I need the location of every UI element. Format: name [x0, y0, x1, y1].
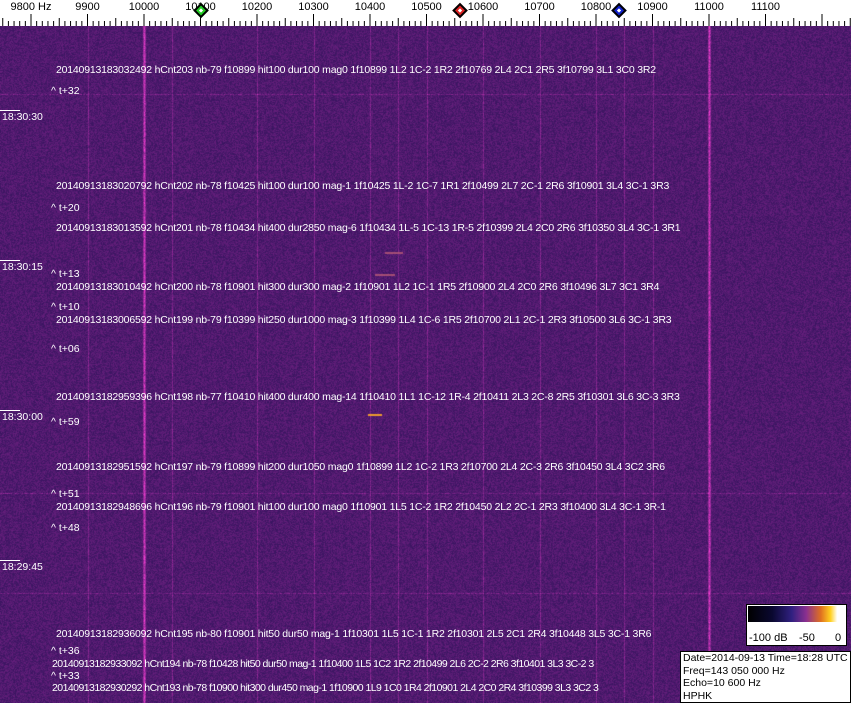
detection-log-line: 20140913182951592 hCnt197 nb-79 f10899 h… [56, 461, 665, 473]
detection-log-line: 20140913183013592 hCnt201 nb-78 f10434 h… [56, 222, 680, 234]
freq-label: 11100 [751, 1, 780, 13]
time-offset-label: ^ t+48 [51, 522, 80, 534]
info-box: Date=2014-09-13 Time=18:28 UTC Freq=143 … [680, 651, 851, 703]
time-label: 18:30:15 [2, 261, 43, 273]
time-offset-label: ^ t+32 [51, 85, 80, 97]
time-label: 18:30:30 [2, 111, 43, 123]
freq-label-unit: 9800 Hz [11, 1, 52, 13]
freq-label: 10200 [242, 1, 273, 13]
colorbar-label-max: 0 [835, 632, 841, 644]
detection-log-line: 20140913183032492 hCnt203 nb-79 f10899 h… [56, 64, 656, 76]
info-frequency: Freq=143 050 000 Hz [683, 665, 848, 678]
info-echo: Echo=10 600 Hz [683, 677, 848, 690]
colorbar-label-mid: -50 [799, 632, 815, 644]
detection-log-line: 20140913182936092 hCnt195 nb-80 f10901 h… [56, 628, 651, 640]
freq-label: 10900 [637, 1, 668, 13]
time-offset-label: ^ t+59 [51, 416, 80, 428]
freq-label: 10600 [468, 1, 499, 13]
detection-log-line: 20140913182948696 hCnt196 nb-79 f10901 h… [56, 501, 666, 513]
color-scale-bar: -100 dB -50 0 [746, 604, 847, 646]
time-offset-label: ^ t+33 [51, 670, 80, 682]
detection-log-line: 20140913183020792 hCnt202 nb-78 f10425 h… [56, 180, 669, 192]
freq-label: 10400 [355, 1, 386, 13]
time-offset-label: ^ t+06 [51, 343, 80, 355]
detection-log-line: 20140913183010492 hCnt200 nb-78 f10901 h… [56, 281, 659, 293]
detection-log-line: 20140913182933092 hCnt194 nb-78 f10428 h… [52, 658, 594, 670]
time-label: 18:29:45 [2, 561, 43, 573]
time-label: 18:30:00 [2, 411, 43, 423]
frequency-axis: 9800 Hz990010000101001020010300104001050… [0, 0, 851, 26]
time-offset-label: ^ t+36 [51, 645, 80, 657]
freq-label: 10300 [298, 1, 329, 13]
time-offset-label: ^ t+13 [51, 268, 80, 280]
freq-label: 10000 [129, 1, 160, 13]
freq-label: 10800 [581, 1, 612, 13]
freq-label: 11000 [694, 1, 724, 13]
color-gradient [748, 606, 845, 622]
info-date-time: Date=2014-09-13 Time=18:28 UTC [683, 652, 848, 665]
detection-log-line: 20140913182959396 hCnt198 nb-77 f10410 h… [56, 391, 680, 403]
info-callsign: HPHK [683, 690, 848, 703]
time-offset-label: ^ t+10 [51, 301, 80, 313]
colorbar-label-min: -100 dB [749, 632, 788, 644]
waterfall-spectrogram[interactable] [0, 26, 851, 703]
detection-log-line: 20140913183006592 hCnt199 nb-79 f10399 h… [56, 314, 671, 326]
freq-label: 9900 [75, 1, 99, 13]
freq-label: 10500 [411, 1, 442, 13]
freq-label: 10700 [524, 1, 555, 13]
time-offset-label: ^ t+51 [51, 488, 80, 500]
axis-ticks [0, 14, 851, 26]
detection-log-line: 20140913182930292 hCnt193 nb-78 f10900 h… [52, 682, 598, 694]
time-offset-label: ^ t+20 [51, 202, 80, 214]
